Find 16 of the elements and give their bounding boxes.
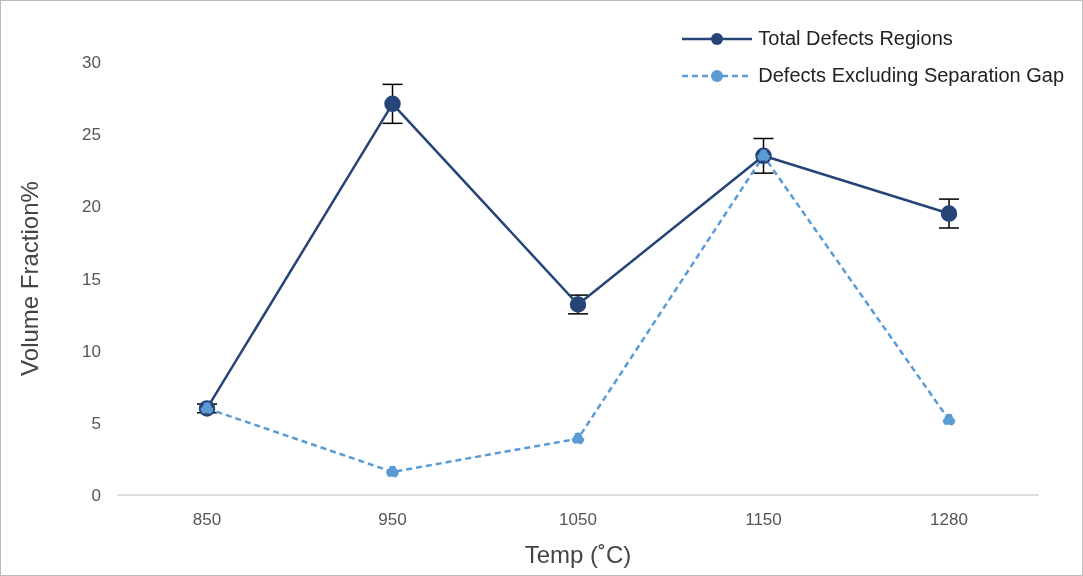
y-tick-label: 30 xyxy=(82,53,101,73)
x-axis-title: Temp (˚C) xyxy=(524,541,632,568)
x-tick-label: 1150 xyxy=(745,510,782,530)
y-tick-label: 0 xyxy=(91,486,101,506)
x-tick-label: 1050 xyxy=(559,510,597,530)
y-tick-label: 25 xyxy=(82,125,101,145)
y-tick-label: 10 xyxy=(82,341,101,361)
y-tick-label: 15 xyxy=(82,269,101,289)
x-tick-label: 1280 xyxy=(930,510,968,530)
legend-label: Defects Excluding Separation Gap xyxy=(758,64,1064,87)
y-axis-title: Volume Fraction% xyxy=(15,181,43,376)
x-tick-label: 850 xyxy=(192,510,222,530)
legend-label: Total Defects Regions xyxy=(758,27,953,50)
x-tick-label: 950 xyxy=(378,510,407,530)
y-tick-label: 20 xyxy=(82,197,101,217)
y-tick-label: 5 xyxy=(91,413,101,433)
